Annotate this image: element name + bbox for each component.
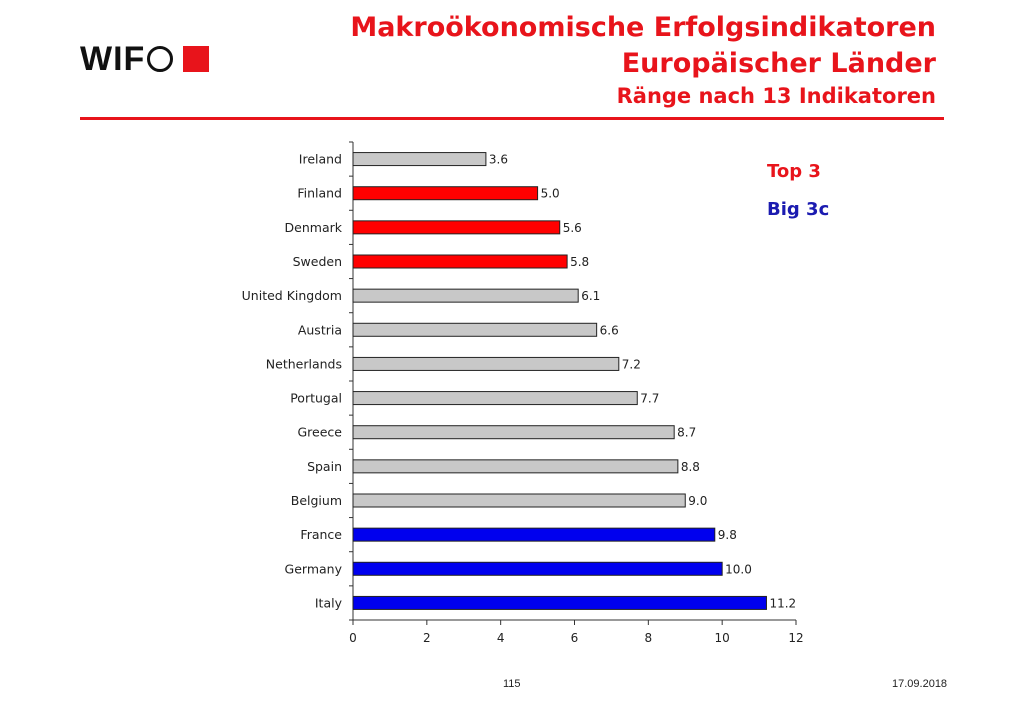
page-subtitle: Ränge nach 13 Indikatoren [616, 84, 936, 108]
bar [352, 561, 723, 576]
category-label: Finland [297, 186, 342, 201]
category-label: Italy [315, 595, 343, 610]
data-label: 5.8 [570, 255, 589, 269]
bar [352, 595, 767, 610]
category-label: Spain [307, 459, 342, 474]
logo-text: WIF [80, 40, 146, 78]
data-label: 3.6 [489, 153, 508, 167]
bar [352, 322, 598, 337]
legend-top3: Top 3 [767, 161, 821, 182]
bar [352, 152, 487, 167]
category-label: Denmark [285, 220, 343, 235]
x-tick-label: 6 [571, 631, 579, 645]
x-tick-label: 10 [715, 631, 730, 645]
page-title-line1: Makroökonomische Erfolgsindikatoren [350, 12, 936, 43]
data-label: 10.0 [725, 562, 752, 576]
x-tick-label: 2 [423, 631, 431, 645]
data-label: 6.6 [600, 323, 619, 337]
footer-date: 17.09.2018 [892, 678, 948, 690]
legend-big3c: Big 3c [767, 199, 830, 220]
title-block: Makroökonomische Erfolgsindikatoren Euro… [350, 10, 936, 110]
data-label: 6.1 [581, 289, 600, 303]
bar [352, 254, 568, 269]
bar [352, 288, 579, 303]
category-label: Germany [285, 561, 343, 576]
category-label: Portugal [290, 391, 342, 406]
bar [352, 493, 686, 508]
page-title-line2: Europäischer Länder [621, 48, 936, 79]
data-label: 11.2 [769, 596, 796, 610]
data-label: 8.7 [677, 426, 696, 440]
title-divider [80, 117, 944, 120]
category-label: Sweden [293, 254, 342, 269]
x-tick-label: 8 [645, 631, 653, 645]
data-label: 9.0 [688, 494, 707, 508]
data-label: 5.0 [541, 187, 560, 201]
data-label: 9.8 [718, 528, 737, 542]
category-label: Belgium [291, 493, 342, 508]
category-label: Greece [298, 425, 343, 440]
x-tick-label: 12 [788, 631, 803, 645]
category-label: Ireland [299, 152, 342, 167]
data-label: 7.2 [622, 357, 641, 371]
bar [352, 527, 716, 542]
bar [352, 186, 539, 201]
page-number: 115 [503, 678, 521, 690]
x-tick-label: 0 [349, 631, 357, 645]
category-label: Austria [298, 322, 342, 337]
category-label: United Kingdom [242, 288, 342, 303]
category-label: Netherlands [266, 356, 342, 371]
bar [352, 220, 561, 235]
logo-square-icon [183, 46, 210, 72]
bar [352, 356, 620, 371]
wifo-logo: WIF [80, 40, 210, 78]
bar [352, 425, 675, 440]
logo-circle-icon [147, 46, 174, 72]
data-label: 7.7 [640, 392, 659, 406]
category-label: France [300, 527, 342, 542]
data-label: 5.6 [563, 221, 582, 235]
bar [352, 391, 638, 406]
bar [352, 459, 679, 474]
data-label: 8.8 [681, 460, 700, 474]
x-tick-label: 4 [497, 631, 505, 645]
